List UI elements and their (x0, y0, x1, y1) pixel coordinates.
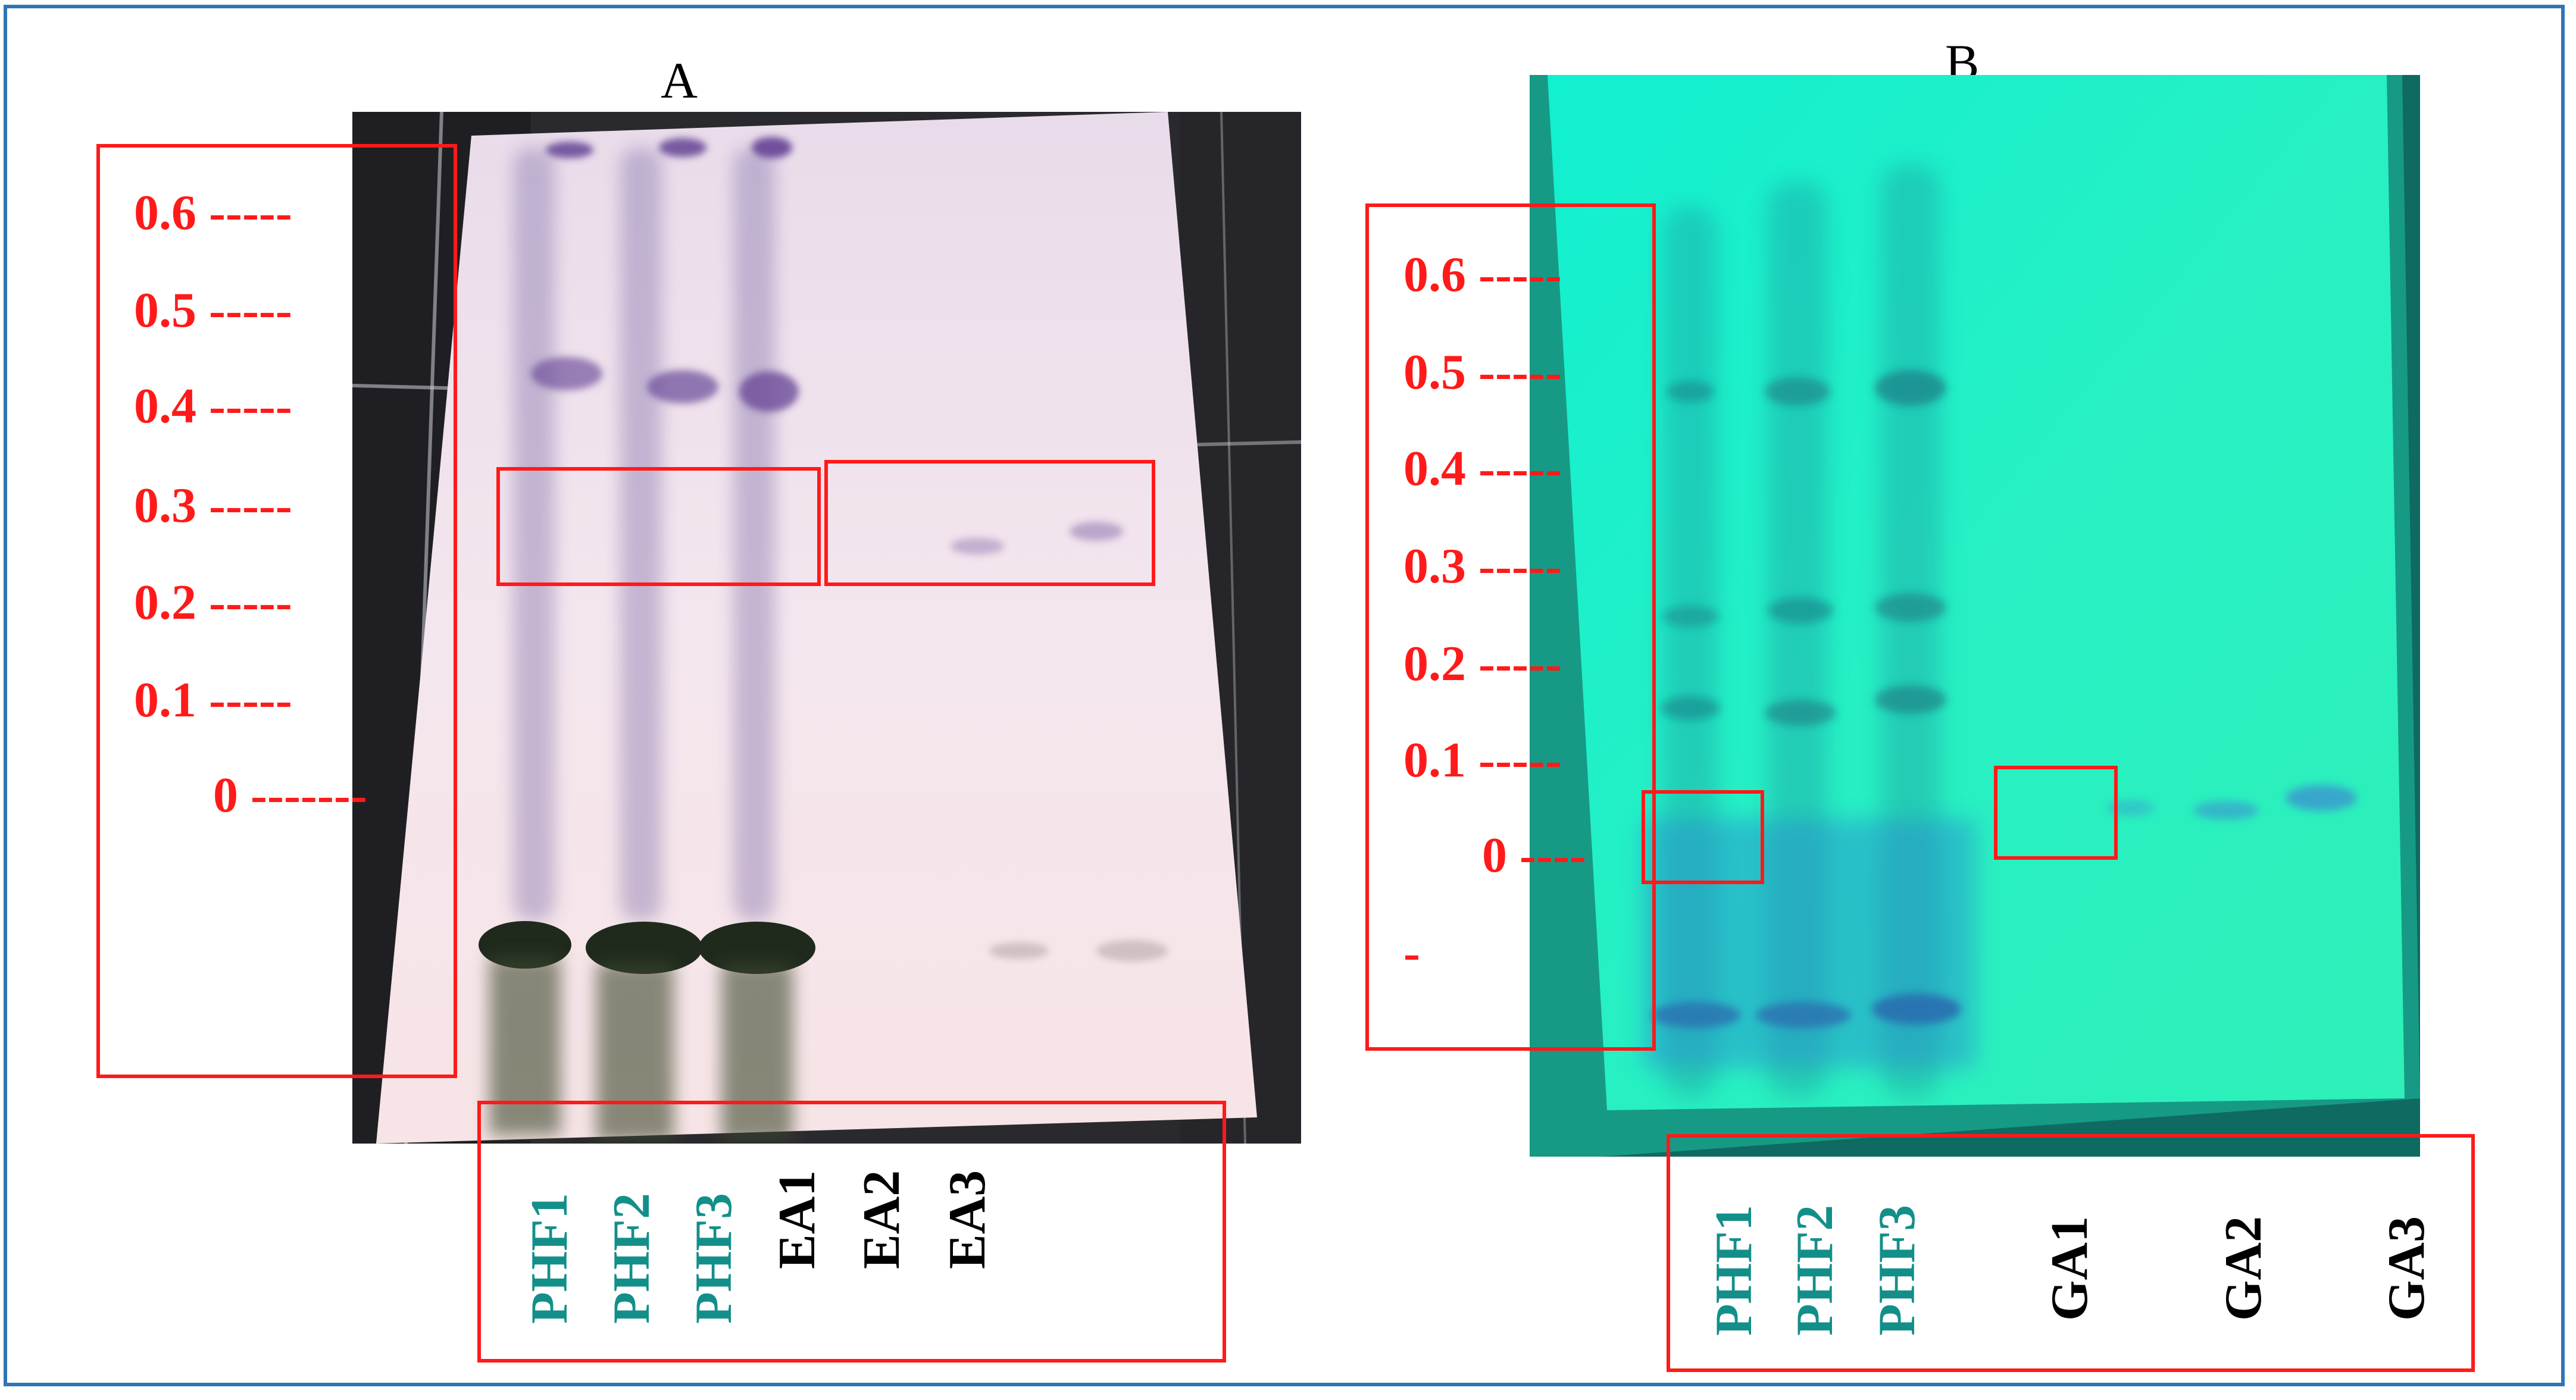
lane-label-b-phf1: PHF1 (1705, 1205, 1763, 1336)
rf-label-a-0.6: 0.6 ----- (134, 185, 292, 240)
rf-label-b-0.2: 0.2 ----- (1403, 636, 1562, 691)
panel-a-letter: A (661, 52, 698, 109)
highlight-box-phf-b (1642, 790, 1764, 884)
tlc-plate-a-drawing (352, 112, 1301, 1144)
rf-label-b-below-origin: - (1403, 925, 1420, 981)
rf-scale-box-a (96, 144, 457, 1078)
lane-label-b-ga3: GA3 (2378, 1216, 2436, 1321)
lane-label-a-phf2: PHF2 (603, 1193, 661, 1324)
lane-label-box-b (1667, 1134, 2475, 1372)
rf-label-b-0.5: 0.5 ----- (1403, 344, 1562, 400)
rf-label-b-0.1: 0.1 ----- (1403, 732, 1562, 788)
tlc-plate-b-drawing (1530, 75, 2420, 1157)
lane-label-a-ea1: EA1 (768, 1170, 826, 1269)
highlight-box-ga-b (1994, 766, 2118, 860)
rf-label-a-0.5: 0.5 ----- (134, 283, 292, 338)
lane-label-a-ea2: EA2 (853, 1170, 911, 1269)
lane-label-b-ga1: GA1 (2041, 1216, 2099, 1321)
rf-label-a-0.4: 0.4 ----- (134, 378, 292, 434)
tlc-plate-photo-a (352, 112, 1301, 1144)
rf-label-a-0.3: 0.3 ----- (134, 478, 292, 533)
lane-label-b-phf3: PHF3 (1868, 1205, 1926, 1336)
tlc-plate-photo-b (1530, 75, 2420, 1157)
lane-label-b-phf2: PHF2 (1786, 1205, 1844, 1336)
lane-label-b-ga2: GA2 (2215, 1216, 2272, 1321)
rf-label-a-0: 0 ------- (213, 768, 367, 823)
rf-label-b-0.6: 0.6 ----- (1403, 247, 1562, 302)
rf-label-a-0.2: 0.2 ----- (134, 575, 292, 630)
rf-label-b-0: 0 ---- (1482, 828, 1586, 883)
rf-label-b-0.3: 0.3 ----- (1403, 538, 1562, 594)
lane-label-a-phf1: PHF1 (521, 1193, 579, 1324)
lane-label-box-a (477, 1101, 1226, 1363)
rf-scale-box-b (1365, 203, 1656, 1051)
rf-label-a-0.1: 0.1 ----- (134, 672, 292, 728)
highlight-box-ea-a (824, 460, 1155, 586)
highlight-box-phf-a (496, 467, 821, 586)
figure-border (4, 5, 2565, 1386)
rf-label-b-0.4: 0.4 ----- (1403, 441, 1562, 496)
lane-label-a-ea3: EA3 (939, 1170, 996, 1269)
lane-label-a-phf3: PHF3 (685, 1193, 743, 1324)
